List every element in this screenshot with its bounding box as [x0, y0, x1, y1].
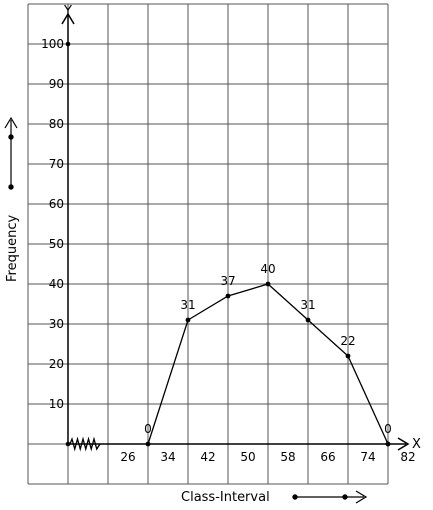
- tick-labels: 26 34 42 50 58 66 74 82 10 20 30 40 50 60 70 80 90 100: [41, 37, 416, 464]
- x-tick-label: 26: [120, 450, 135, 464]
- x-label-arrow-icon: [292, 490, 368, 504]
- y-tick-label: 70: [49, 157, 64, 171]
- data-point: [185, 317, 191, 323]
- y-axis-label: Frequency: [5, 215, 20, 282]
- x-axis-letter: X: [412, 437, 421, 452]
- data-point: [345, 353, 351, 359]
- data-label: 31: [300, 298, 315, 312]
- data-point: [265, 281, 271, 287]
- axes: [61, 12, 410, 452]
- y-axis-top-point: [65, 41, 71, 47]
- y-tick-label: 80: [49, 117, 64, 131]
- y-tick-label: 20: [49, 357, 64, 371]
- y-axis-arrow-icon: [61, 12, 75, 25]
- axis-break-icon: [69, 436, 101, 452]
- data-label: 37: [220, 274, 235, 288]
- y-tick-label: 30: [49, 317, 64, 331]
- x-axis-label: Class-Interval: [181, 490, 270, 505]
- x-tick-label: 34: [160, 450, 175, 464]
- data-label: 0: [384, 422, 392, 436]
- x-tick-label: 58: [280, 450, 295, 464]
- data-label: 22: [340, 334, 355, 348]
- x-axis-arrow-icon: [397, 437, 410, 451]
- y-tick-label: 90: [49, 77, 64, 91]
- series-line: [145, 281, 391, 447]
- data-label: 40: [260, 262, 275, 276]
- data-point: [225, 293, 231, 299]
- x-tick-label: 82: [400, 450, 415, 464]
- data-label: 31: [180, 298, 195, 312]
- grid: [27, 3, 389, 485]
- data-point: [145, 441, 151, 447]
- y-tick-label: 50: [49, 237, 64, 251]
- x-tick-label: 66: [320, 450, 335, 464]
- data-labels: 0 31 37 40 31 22 0: [144, 262, 392, 436]
- y-label-arrow-icon: [4, 116, 18, 190]
- y-tick-label: 60: [49, 197, 64, 211]
- data-point: [385, 441, 391, 447]
- data-point: [305, 317, 311, 323]
- y-tick-label: 100: [41, 37, 64, 51]
- x-tick-label: 74: [360, 450, 375, 464]
- y-tick-label: 40: [49, 277, 64, 291]
- origin-point: [65, 441, 71, 447]
- x-tick-label: 42: [200, 450, 215, 464]
- x-tick-label: 50: [240, 450, 255, 464]
- y-axis-letter: Y: [63, 4, 72, 19]
- y-tick-label: 10: [49, 397, 64, 411]
- data-label: 0: [144, 422, 152, 436]
